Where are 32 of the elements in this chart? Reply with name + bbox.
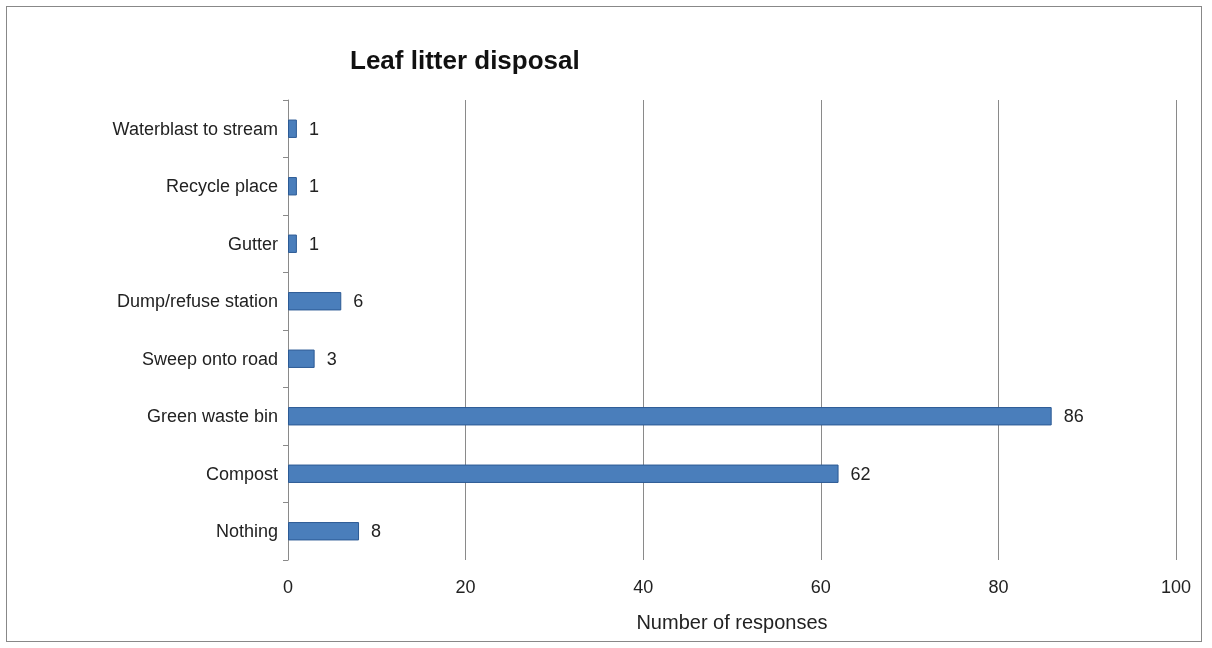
x-tick-label: 20 — [455, 577, 476, 597]
data-label: 6 — [353, 291, 364, 312]
bar — [288, 234, 297, 253]
bar — [288, 119, 297, 138]
x-tick-label: 100 — [1160, 577, 1192, 597]
y-tick-label: Compost — [205, 463, 278, 484]
y-tick-label: Gutter — [227, 233, 278, 254]
bar — [288, 292, 342, 311]
y-tick-label: Sweep onto road — [141, 348, 278, 369]
bar — [288, 464, 839, 483]
data-label: 1 — [308, 233, 319, 254]
chart-title: Leaf litter disposal — [350, 45, 580, 75]
data-label: 86 — [1063, 406, 1084, 427]
y-tick-label: Recycle place — [165, 176, 278, 197]
y-tick-label: Dump/refuse station — [116, 291, 278, 312]
x-tick-label: 80 — [988, 577, 1009, 597]
bar — [288, 407, 1052, 426]
x-tick-label: 40 — [633, 577, 654, 597]
data-label: 3 — [326, 348, 337, 369]
data-label: 8 — [371, 521, 382, 542]
y-tick-label: Green waste bin — [146, 406, 278, 427]
y-tick-label: Waterblast to stream — [112, 118, 278, 139]
x-tick-label: 0 — [282, 577, 294, 597]
x-axis-title: Number of responses — [636, 611, 828, 633]
bar — [288, 349, 315, 368]
bar — [288, 522, 360, 541]
y-tick-label: Nothing — [215, 521, 278, 542]
data-label: 62 — [850, 463, 871, 484]
data-label: 1 — [308, 118, 319, 139]
bar — [288, 177, 297, 196]
x-tick-label: 60 — [810, 577, 831, 597]
data-label: 1 — [308, 176, 319, 197]
